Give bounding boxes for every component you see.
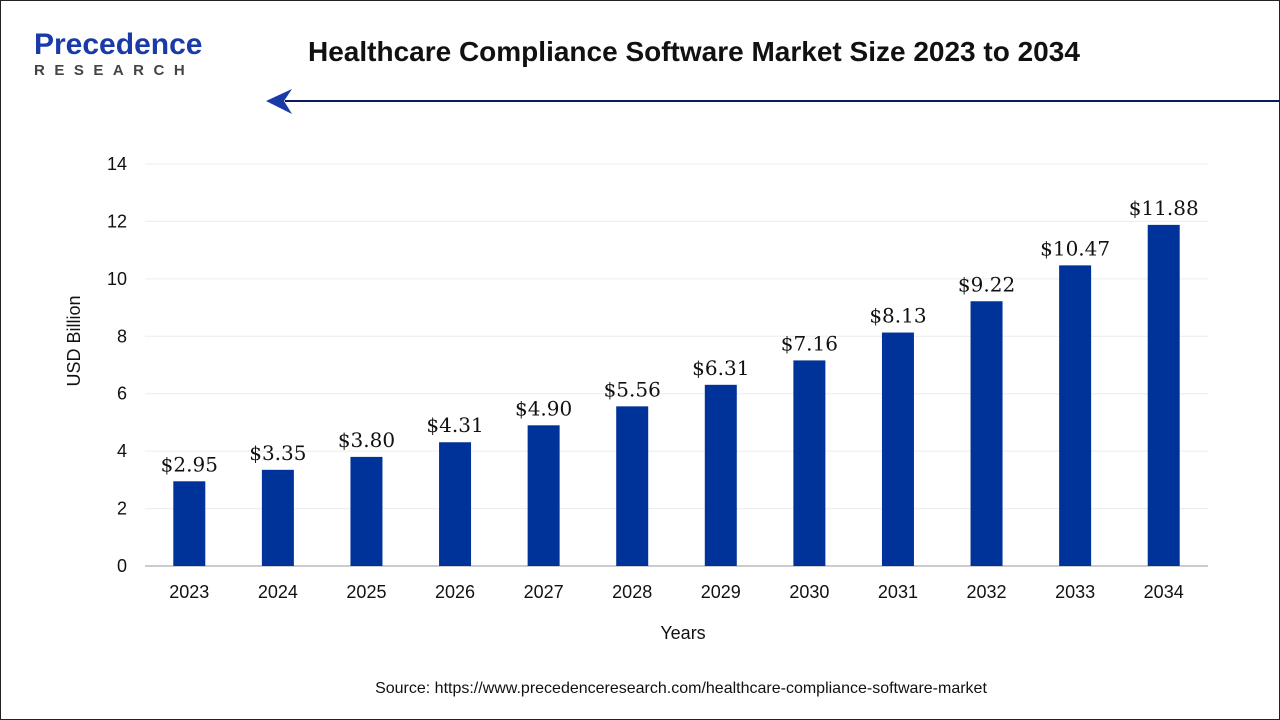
bar-2028 [616, 406, 649, 566]
bar-2030 [793, 360, 826, 566]
y-tick-label: 2 [117, 499, 127, 519]
source-note: Source: https://www.precedenceresearch.c… [375, 680, 987, 697]
x-tick-label: 2032 [967, 582, 1007, 602]
x-tick-label: 2031 [878, 582, 918, 602]
y-tick-label: 12 [107, 211, 127, 231]
x-tick-label: 2028 [612, 582, 652, 602]
bar-2034 [1147, 224, 1180, 567]
x-tick-label: 2030 [789, 582, 829, 602]
x-axis-label: Years [660, 623, 705, 643]
chart-title: Healthcare Compliance Software Market Si… [308, 36, 1080, 67]
bar-2033 [1059, 265, 1092, 566]
logo-brand-top: Precedence [34, 28, 203, 61]
bar-2025 [350, 456, 383, 566]
logo-brand-bottom: RESEARCH [34, 62, 195, 79]
data-label: $5.56 [604, 377, 661, 401]
y-tick-label: 6 [117, 384, 127, 404]
data-label: $8.13 [869, 304, 926, 328]
y-tick-label: 8 [117, 326, 127, 346]
header-arrow-icon [266, 89, 292, 114]
data-label: $9.22 [958, 272, 1015, 296]
bar-2031 [881, 332, 914, 566]
data-label: $4.31 [426, 413, 483, 437]
data-label: $10.47 [1040, 236, 1110, 260]
x-tick-label: 2027 [524, 582, 564, 602]
x-tick-label: 2025 [346, 582, 386, 602]
data-label: $7.16 [781, 331, 838, 355]
bar-2026 [439, 442, 472, 566]
x-tick-label: 2034 [1144, 582, 1184, 602]
y-tick-label: 4 [117, 441, 127, 461]
data-label: $3.80 [338, 428, 395, 452]
y-tick-label: 0 [117, 556, 127, 576]
y-tick-label: 14 [107, 154, 127, 174]
x-tick-label: 2023 [169, 582, 209, 602]
x-tick-label: 2026 [435, 582, 475, 602]
data-label: $6.31 [692, 356, 749, 380]
x-tick-label: 2033 [1055, 582, 1095, 602]
x-tick-label: 2029 [701, 582, 741, 602]
y-tick-label: 10 [107, 269, 127, 289]
data-label: $4.90 [515, 396, 572, 420]
data-label: $11.88 [1129, 196, 1199, 220]
x-tick-label: 2024 [258, 582, 298, 602]
precedence-research-logo: Precedence RESEARCH [34, 28, 203, 80]
bar-2023 [173, 481, 206, 566]
y-axis-label: USD Billion [64, 295, 84, 386]
bar-2029 [704, 384, 737, 566]
bar-2032 [970, 301, 1003, 566]
data-label: $3.35 [249, 441, 306, 465]
bar-2027 [527, 425, 560, 566]
bar-2024 [261, 469, 294, 566]
data-label: $2.95 [161, 452, 218, 476]
